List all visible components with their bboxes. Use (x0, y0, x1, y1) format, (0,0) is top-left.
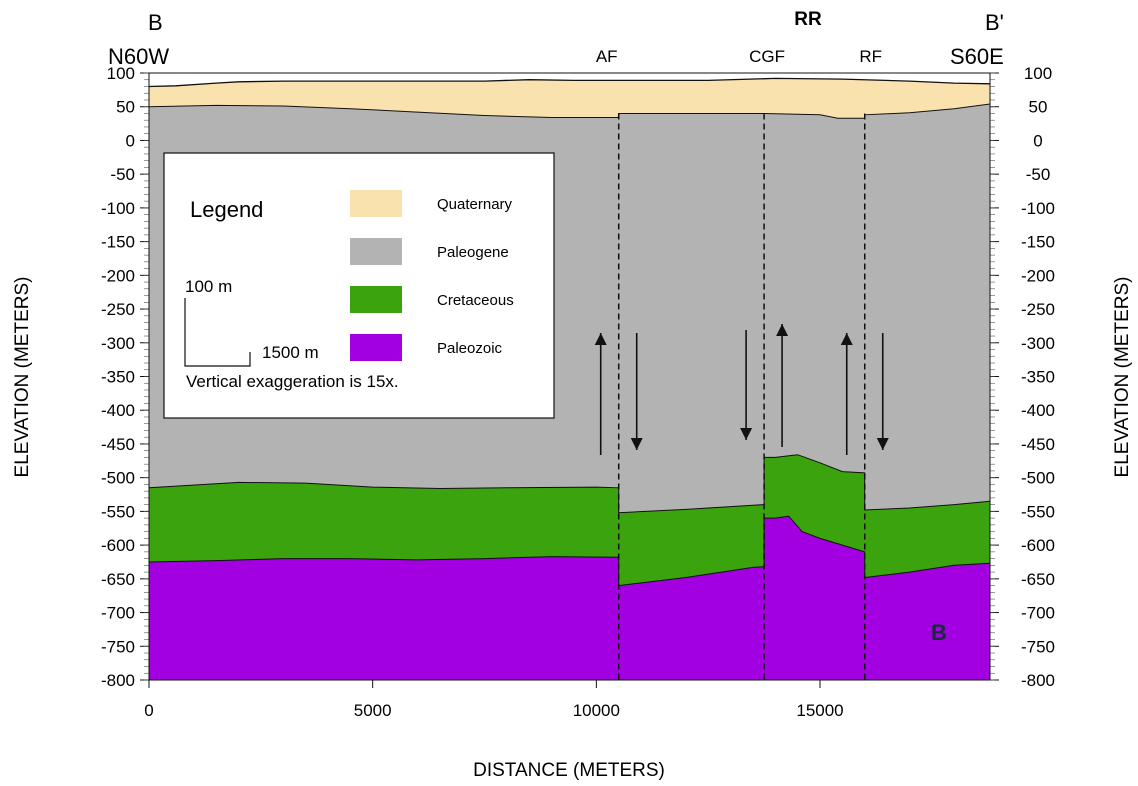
y-tick-label-right: -200 (1021, 266, 1055, 285)
y-tick-label-left: 0 (126, 131, 135, 150)
y-tick-label-right: 50 (1029, 98, 1048, 117)
quaternary-unit (149, 78, 990, 119)
y-tick-label-right: -550 (1021, 502, 1055, 521)
y-tick-label-left: -150 (101, 233, 135, 252)
legend-swatch-cretaceous (350, 286, 402, 313)
scale-horizontal-label: 1500 m (262, 343, 319, 362)
y-tick-label-left: -200 (101, 266, 135, 285)
fault-arrow-up-af (594, 333, 607, 455)
legend: Legend Quaternary Paleogene Cretaceous Pale… (163, 152, 555, 419)
y-tick-label-left: -350 (101, 368, 135, 387)
y-tick-label-left: -400 (101, 401, 135, 420)
fault-arrow-up-rf (840, 333, 853, 455)
cretaceous-top-line (148, 454, 991, 514)
scale-bar (184, 298, 251, 367)
fault-label-cgf: CGF (749, 47, 785, 66)
scale-vertical-label: 100 m (185, 277, 232, 296)
section-end-label: B' (985, 10, 1004, 35)
x-tick-label: 10000 (573, 701, 620, 720)
y-tick-label-left: -600 (101, 536, 135, 555)
y-tick-label-left: -750 (101, 637, 135, 656)
section-start-label: B (148, 10, 163, 35)
legend-label-paleogene: Paleogene (437, 244, 509, 261)
y-tick-label-left: -550 (101, 502, 135, 521)
exaggeration-note: Vertical exaggeration is 15x. (186, 372, 399, 391)
fault-arrow-down-cgf (740, 330, 753, 440)
y-tick-label-right: -300 (1021, 334, 1055, 353)
fault-arrow-up-cgf (776, 324, 789, 447)
section-end-orientation: S60E (950, 44, 1004, 69)
fault-arrow-down-rf (876, 333, 889, 450)
paleozoic-unit (149, 516, 990, 680)
y-tick-label-left: -300 (101, 334, 135, 353)
y-tick-label-left: -700 (101, 604, 135, 623)
y-tick-label-right: -150 (1021, 233, 1055, 252)
y-tick-label-right: -350 (1021, 368, 1055, 387)
section-start-orientation: N60W (108, 44, 169, 69)
legend-label-paleozoic: Paleozoic (437, 340, 503, 357)
panel-letter: B (931, 620, 947, 645)
y-tick-label-left: -800 (101, 671, 135, 690)
y-tick-label-left: -500 (101, 469, 135, 488)
y-tick-label-right: -700 (1021, 604, 1055, 623)
y-tick-label-right: -650 (1021, 570, 1055, 589)
legend-swatch-quaternary (350, 190, 402, 217)
x-tick-label: 5000 (354, 701, 392, 720)
y-tick-label-right: -750 (1021, 637, 1055, 656)
y-axis-title-right: ELEVATION (METERS) (1112, 277, 1133, 478)
y-tick-label-right: -800 (1021, 671, 1055, 690)
y-tick-label-left: 100 (107, 64, 135, 83)
y-tick-label-left: -100 (101, 199, 135, 218)
y-tick-label-right: -100 (1021, 199, 1055, 218)
y-tick-label-left: -50 (110, 165, 135, 184)
y-tick-label-right: -500 (1021, 469, 1055, 488)
legend-swatch-paleogene (350, 238, 402, 265)
legend-title: Legend (190, 197, 263, 222)
ridge-label: RR (794, 9, 822, 30)
y-tick-label-left: -650 (101, 570, 135, 589)
y-tick-label-left: 50 (116, 98, 135, 117)
cretaceous-unit (149, 454, 990, 586)
y-tick-label-right: -50 (1026, 165, 1051, 184)
legend-swatch-paleozoic (350, 334, 402, 361)
plot-frame (148, 72, 991, 681)
x-axis-title: DISTANCE (METERS) (473, 760, 665, 781)
y-tick-label-right: -400 (1021, 401, 1055, 420)
y-tick-label-right: -450 (1021, 435, 1055, 454)
y-tick-label-right: -250 (1021, 300, 1055, 319)
x-tick-label: 0 (144, 701, 153, 720)
legend-label-cretaceous: Cretaceous (437, 292, 514, 309)
ground-surface-line (148, 77, 991, 88)
y-tick-label-left: -250 (101, 300, 135, 319)
y-tick-label-left: -450 (101, 435, 135, 454)
y-axis-title-left: ELEVATION (METERS) (12, 277, 33, 478)
legend-label-quaternary: Quaternary (437, 196, 513, 213)
fault-arrow-down-af (630, 333, 643, 450)
fault-label-af: AF (596, 47, 618, 66)
x-tick-label: 15000 (796, 701, 843, 720)
fault-label-rf: RF (859, 47, 882, 66)
y-tick-label-right: -600 (1021, 536, 1055, 555)
y-tick-label-right: 100 (1024, 64, 1052, 83)
y-tick-label-right: 0 (1033, 131, 1042, 150)
fault-motion-arrows (594, 324, 889, 455)
